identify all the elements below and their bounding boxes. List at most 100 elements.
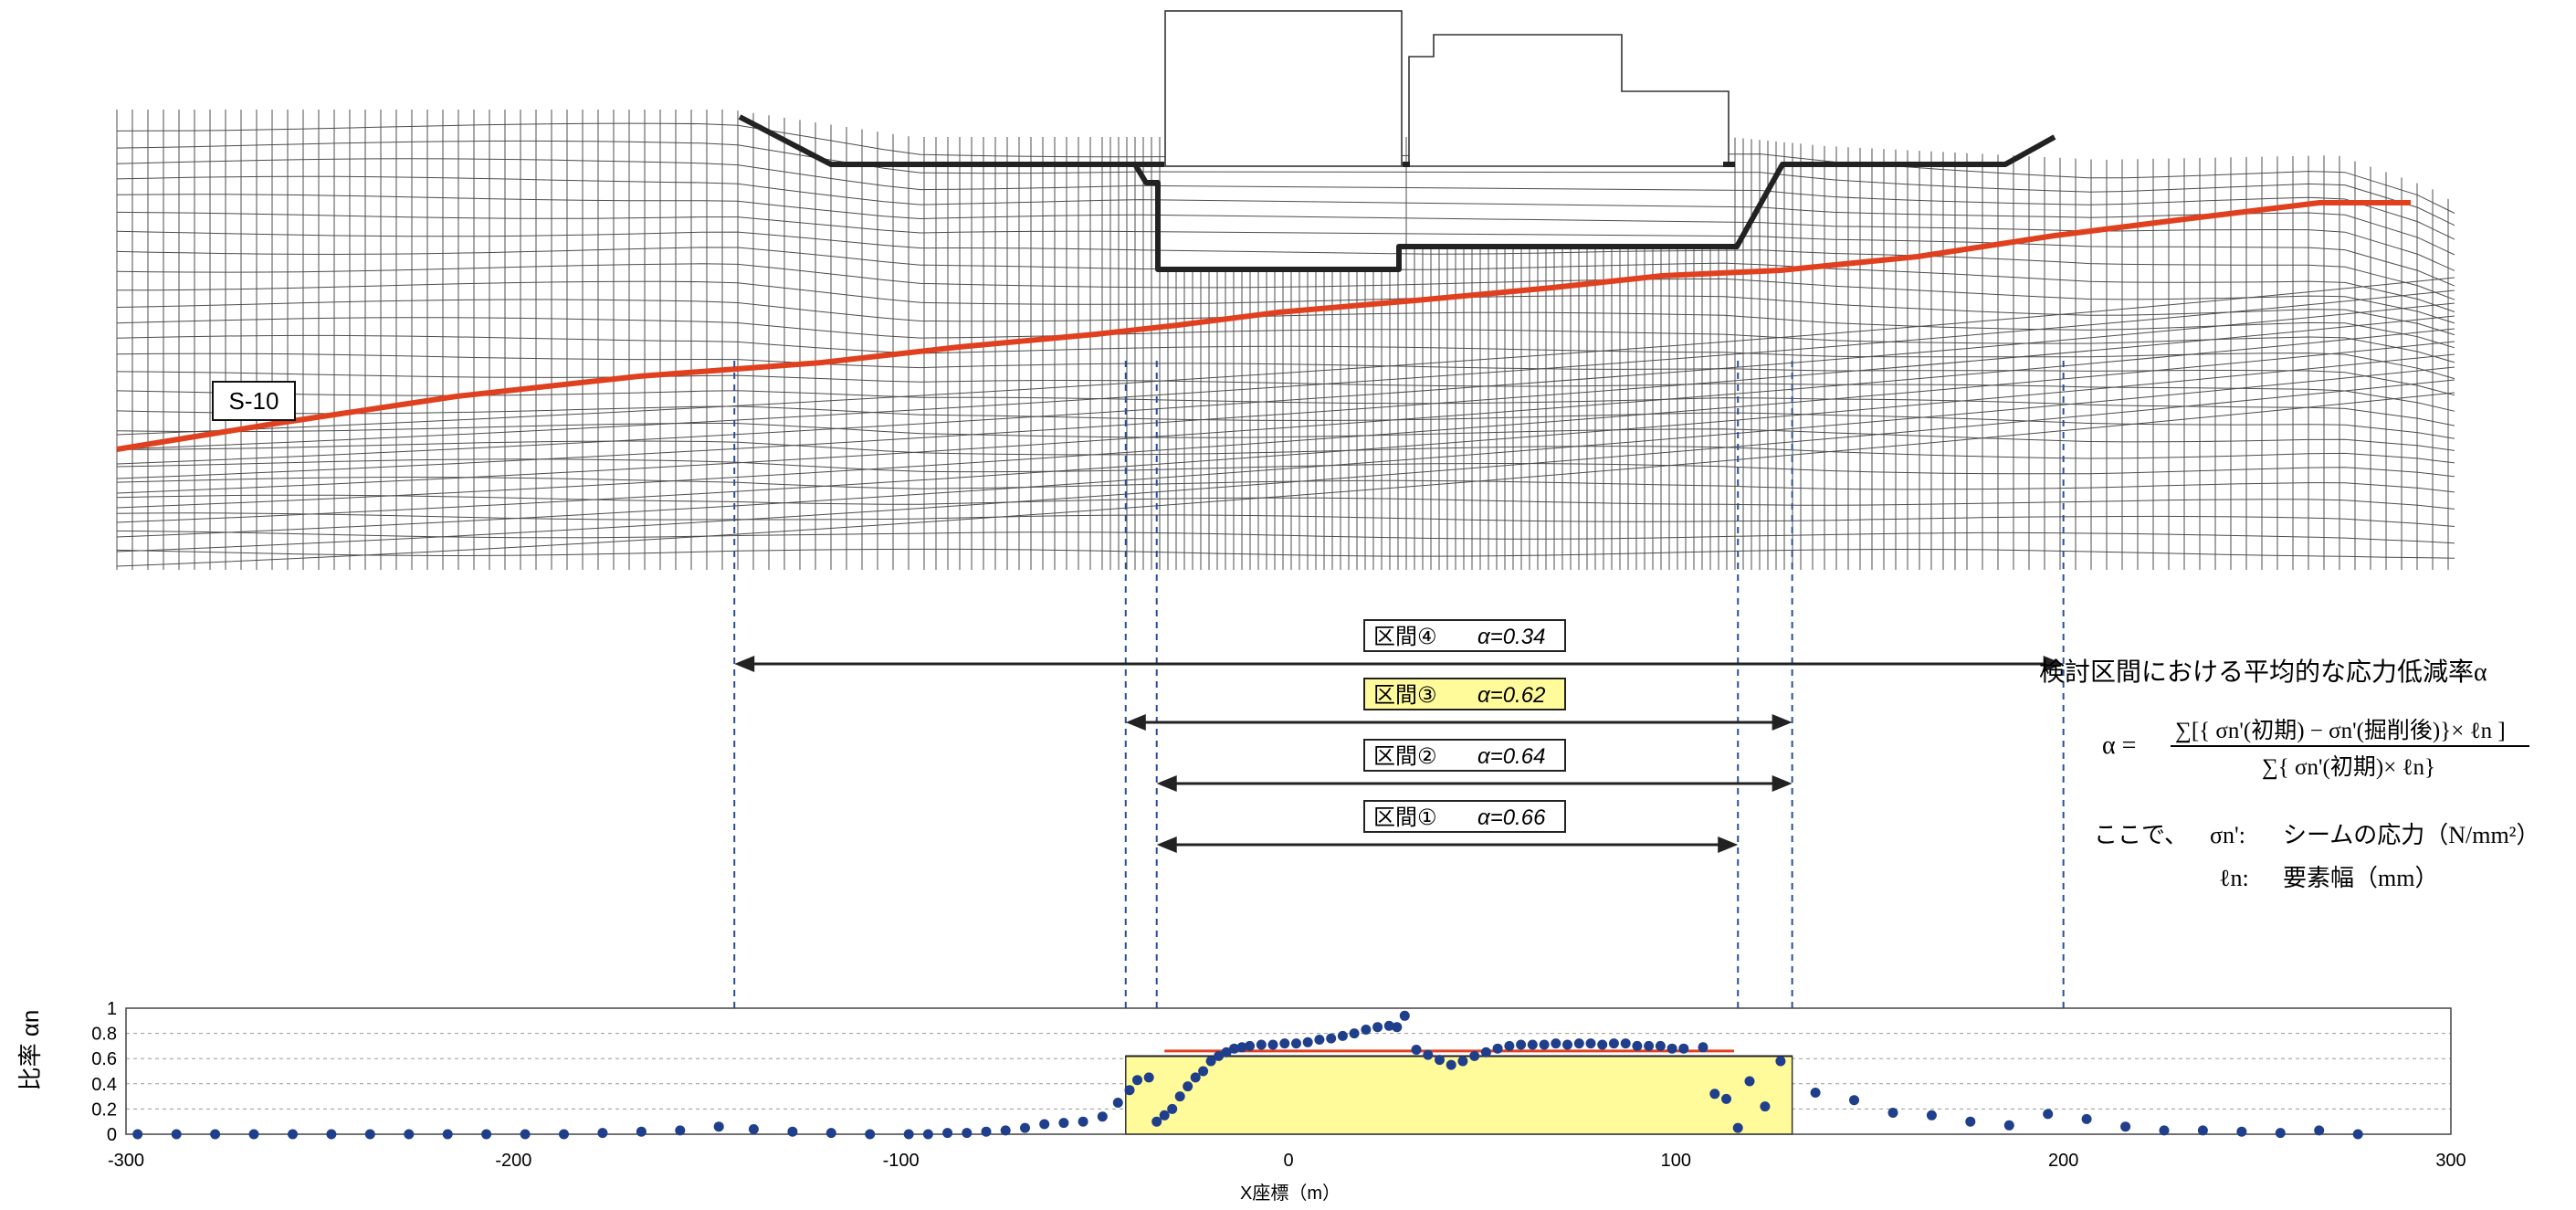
data-point <box>1965 1116 1976 1127</box>
formula-denominator: ∑{ σn'(初期)× ℓn} <box>2262 754 2435 780</box>
note1-symbol: σn': <box>2210 822 2245 848</box>
data-point <box>1132 1075 1142 1086</box>
data-point <box>597 1128 608 1139</box>
chart-xlabel: X座標（m） <box>1240 1183 1341 1204</box>
arrow-left-head <box>734 656 755 672</box>
excavation-outline <box>738 114 2056 272</box>
data-point <box>248 1129 259 1140</box>
data-point <box>1174 1091 1185 1102</box>
data-point <box>1205 1056 1216 1067</box>
ratio-chart: -300 -200 -100 0 100 200 300 0 0.2 0.4 0.6 0.8 1 X座標… <box>16 999 2466 1204</box>
data-point <box>1732 1122 1743 1133</box>
x-tick-label: -100 <box>883 1151 920 1171</box>
note2-symbol: ℓn: <box>2219 865 2249 891</box>
data-point <box>1492 1043 1503 1054</box>
chart-frame <box>125 1007 2452 1135</box>
arrow-right-head <box>2043 656 2064 672</box>
data-point <box>1678 1043 1689 1054</box>
data-point <box>1190 1072 1201 1083</box>
data-point <box>1620 1038 1631 1049</box>
data-point <box>1667 1043 1677 1054</box>
interval-label: 区間④ <box>1373 625 1437 649</box>
interval-label: 区間② <box>1373 744 1437 769</box>
y-tick-label: 0.8 <box>91 1025 117 1045</box>
interval-label-box <box>1363 800 1566 833</box>
data-point <box>1608 1038 1619 1049</box>
data-point <box>210 1129 221 1140</box>
data-point <box>288 1129 298 1140</box>
data-point <box>1221 1047 1232 1057</box>
data-point <box>1562 1039 1572 1050</box>
data-point <box>1337 1030 1348 1041</box>
data-point <box>2352 1129 2363 1140</box>
data-point <box>1709 1089 1720 1100</box>
data-point <box>1573 1038 1584 1049</box>
interval-label-box <box>1363 678 1566 710</box>
y-tick-label: 0.4 <box>91 1075 117 1095</box>
mesh-grid <box>116 110 2455 570</box>
data-point <box>2275 1128 2286 1139</box>
data-point <box>1469 1050 1480 1061</box>
data-point <box>1810 1088 1821 1098</box>
data-point <box>2120 1121 2131 1132</box>
data-point <box>442 1129 453 1140</box>
data-point <box>481 1129 492 1140</box>
data-point <box>2003 1120 2014 1131</box>
y-tick-label: 0 <box>107 1125 117 1145</box>
y-tick-label: 1 <box>107 999 117 1019</box>
data-point <box>1887 1108 1898 1118</box>
building-left-block <box>1164 10 1403 167</box>
arrow-right-head <box>1718 836 1739 853</box>
interval-guide-lines <box>733 361 2065 1134</box>
interval-alpha: α=0.66 <box>1477 805 1546 830</box>
chart-points <box>132 1010 2363 1140</box>
data-point <box>1399 1010 1410 1021</box>
interval-arrows: 区間④ α=0.34 区間③ α=0.62 区間② α=0.64 区間① α=0.66 <box>734 619 2064 853</box>
formula-lhs: α = <box>2102 731 2136 760</box>
data-point <box>1504 1040 1515 1051</box>
interval-label-box <box>1363 619 1566 652</box>
data-point <box>1926 1110 1937 1121</box>
data-point <box>787 1126 798 1137</box>
data-point <box>1551 1038 1561 1049</box>
data-point <box>1267 1039 1278 1050</box>
data-point <box>962 1128 973 1139</box>
data-point <box>1302 1036 1313 1047</box>
data-point <box>1183 1081 1193 1092</box>
data-point <box>404 1129 415 1140</box>
note1-text: シームの応力（N/mm²） <box>2283 822 2539 848</box>
data-point <box>132 1129 143 1140</box>
data-point <box>2236 1126 2247 1137</box>
data-point <box>2159 1125 2170 1136</box>
data-point <box>1214 1050 1225 1061</box>
seam-s10-line <box>116 200 2411 452</box>
data-point <box>171 1129 182 1140</box>
mesh-label: S-10 <box>212 381 296 421</box>
interval-alpha: α=0.34 <box>1477 625 1545 649</box>
data-point <box>1349 1028 1360 1039</box>
data-point <box>1597 1039 1608 1050</box>
data-point <box>2043 1109 2054 1120</box>
chart-tick-labels: -300 -200 -100 0 100 200 300 0 0.2 0.4 0.6 0.8 1 <box>91 999 2466 1171</box>
data-point <box>1078 1116 1088 1127</box>
data-point <box>1383 1020 1394 1031</box>
interval-label-box <box>1363 739 1566 772</box>
data-point <box>1527 1039 1538 1050</box>
data-point <box>922 1129 933 1140</box>
data-point <box>559 1129 569 1140</box>
data-point <box>1372 1022 1383 1033</box>
data-point <box>1698 1042 1709 1053</box>
x-tick-label: 200 <box>2048 1151 2078 1171</box>
y-tick-label: 0.6 <box>91 1049 117 1069</box>
interval-alpha: α=0.62 <box>1477 683 1545 708</box>
data-point <box>942 1128 953 1139</box>
arrow-left-head <box>1156 836 1177 853</box>
fem-mesh <box>116 110 2455 570</box>
data-point <box>748 1124 759 1134</box>
data-point <box>1020 1122 1030 1133</box>
data-point <box>1229 1043 1240 1054</box>
data-point <box>2081 1113 2092 1124</box>
formula-block: 検討区間における平均的な応力低減率α α = ∑[{ σn'(初期) − σn'… <box>2039 658 2539 891</box>
data-point <box>675 1125 686 1136</box>
note2-text: 要素幅（mm） <box>2283 865 2438 891</box>
